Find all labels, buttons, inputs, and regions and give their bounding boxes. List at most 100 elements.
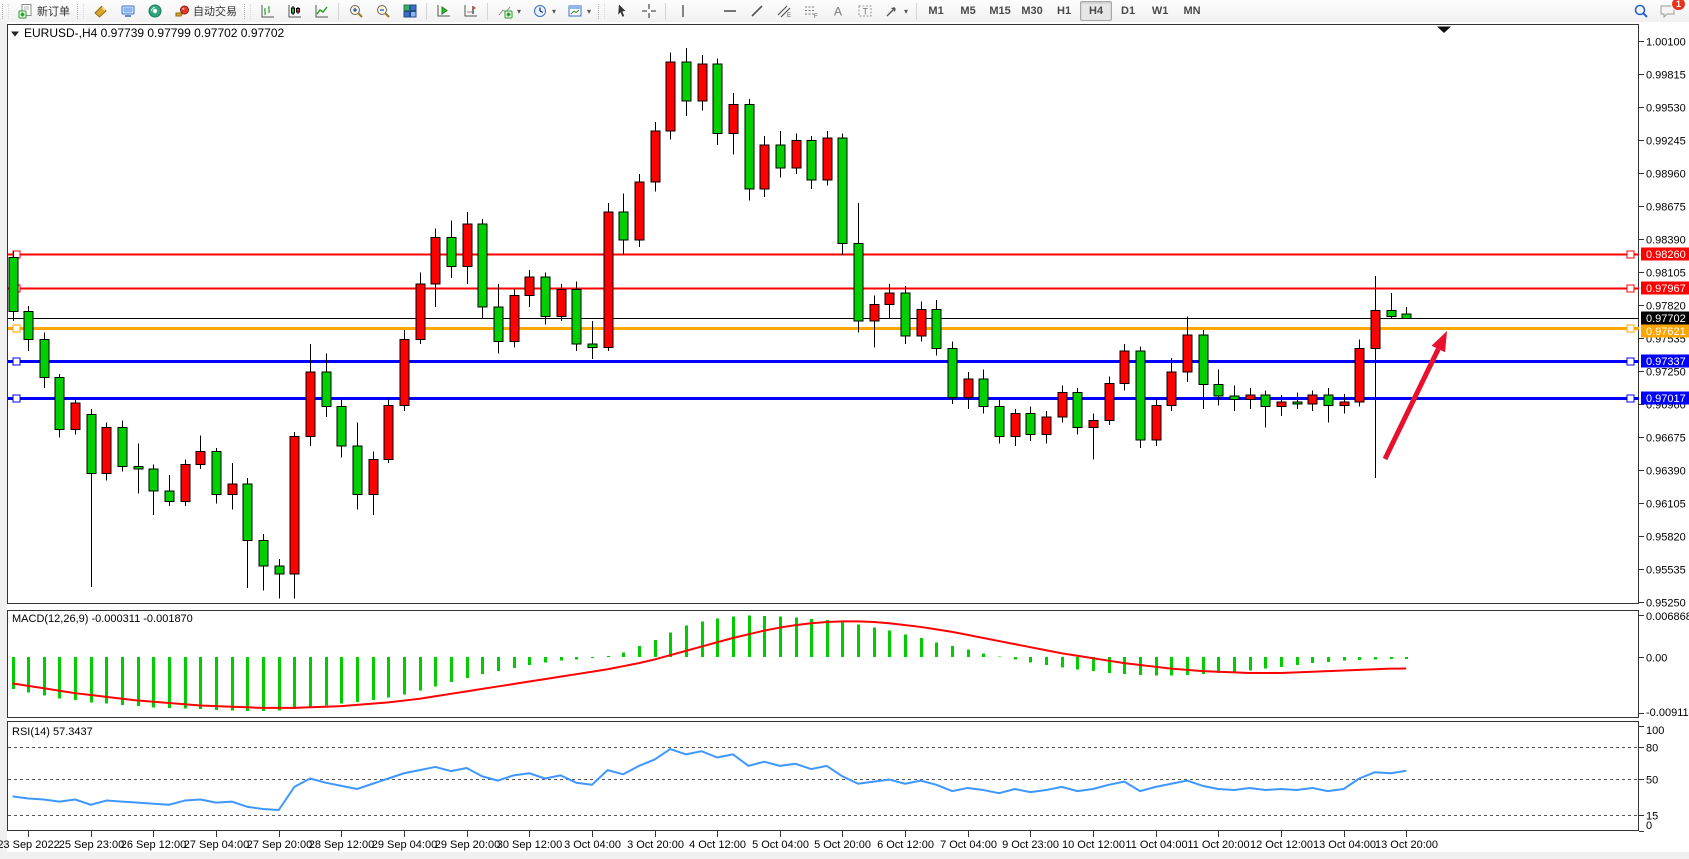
chevron-down-icon: ▾: [904, 6, 909, 16]
candle-bear: [242, 483, 253, 542]
toolbar-grip[interactable]: [77, 3, 84, 19]
channel-button[interactable]: E: [770, 0, 797, 22]
notifications-button[interactable]: 1: [1654, 0, 1686, 22]
templates-button[interactable]: ▾: [561, 0, 596, 22]
new-order-icon: [17, 3, 34, 19]
candle-bull: [1088, 419, 1099, 428]
tf-m15-button[interactable]: M15: [989, 5, 1011, 17]
candle-bear: [258, 540, 269, 567]
chart-shift-button[interactable]: [457, 0, 484, 22]
indicators-icon: [496, 3, 513, 19]
svg-text:0.006868: 0.006868: [1646, 611, 1689, 623]
time-label: 13 Oct 04:00: [1313, 839, 1376, 851]
candle-bear: [336, 406, 347, 447]
tf-d1-button[interactable]: D1: [1121, 5, 1136, 17]
new-order-button[interactable]: 新订单: [12, 0, 75, 22]
candle-bear: [853, 242, 864, 322]
svg-text:0.98960: 0.98960: [1646, 169, 1686, 181]
auto-trading-icon: [173, 3, 190, 19]
line-handle[interactable]: [1626, 394, 1635, 403]
line-handle[interactable]: [12, 324, 21, 333]
annotation-arrow[interactable]: [1382, 331, 1447, 461]
line-handle[interactable]: [12, 394, 21, 403]
tf-mn-button[interactable]: MN: [1183, 5, 1201, 17]
candle-bear: [1401, 313, 1412, 319]
candle-bull: [383, 404, 394, 461]
line-handle[interactable]: [12, 357, 21, 366]
rsi-label: RSI(14) 57.3437: [12, 726, 93, 738]
line-chart-button[interactable]: [308, 0, 335, 22]
periods-button[interactable]: ▾: [526, 0, 561, 22]
arrows-tool-icon: [883, 3, 900, 19]
chart-shift-icon: [462, 3, 479, 19]
candle-bear: [86, 414, 97, 475]
chevron-down-icon: ▾: [552, 6, 557, 16]
time-label: 30 Sep 12:00: [497, 839, 562, 851]
horn-button[interactable]: [87, 0, 114, 22]
candle-bull: [1166, 371, 1177, 406]
candle-bull: [822, 137, 833, 181]
trendline-button[interactable]: [743, 0, 770, 22]
horizontal-line-button[interactable]: [696, 0, 743, 22]
price-tag: 0.97967: [1641, 281, 1689, 295]
webcast-button[interactable]: [141, 0, 168, 22]
time-label: 12 Oct 12:00: [1250, 839, 1313, 851]
arrows-tool-button[interactable]: ▾: [878, 0, 913, 22]
cursor-button[interactable]: [608, 0, 635, 22]
candle-bear: [744, 104, 755, 190]
candle-bull: [1151, 404, 1162, 441]
candle-chart-button[interactable]: [281, 0, 308, 22]
vertical-line-button[interactable]: [669, 0, 696, 22]
zoom-in-icon: [347, 3, 364, 19]
tf-m30-button[interactable]: M30: [1021, 5, 1043, 17]
chart-menu-arrow-icon[interactable]: [11, 31, 19, 37]
line-handle[interactable]: [1626, 324, 1635, 333]
line-handle[interactable]: [1626, 357, 1635, 366]
bar-chart-button[interactable]: [254, 0, 281, 22]
candle-bear: [900, 292, 911, 337]
tile-windows-button[interactable]: [396, 0, 423, 22]
chart-canvas[interactable]: 1.00100 0.99815 0.99530 0.99245 0.98960 0.986…: [0, 22, 1689, 859]
template-icon: [566, 3, 583, 19]
time-label: 27 Sep 04:00: [184, 839, 249, 851]
zoom-in-button[interactable]: [342, 0, 369, 22]
crosshair-button[interactable]: [635, 0, 662, 22]
cursor-icon: [613, 3, 630, 19]
line-handle[interactable]: [1626, 284, 1635, 293]
time-label: 3 Oct 04:00: [564, 839, 621, 851]
fibonacci-icon: F: [802, 3, 819, 19]
tf-h1-button[interactable]: H1: [1057, 5, 1072, 17]
svg-text:0.97702: 0.97702: [1646, 313, 1686, 325]
time-label: 6 Oct 12:00: [877, 839, 934, 851]
label-tool-button[interactable]: T: [851, 0, 878, 22]
tf-m1-button[interactable]: M1: [928, 5, 944, 17]
search-button[interactable]: [1627, 0, 1654, 22]
horizontal-lines[interactable]: [8, 250, 1639, 403]
scroll-end-marker-icon[interactable]: [1437, 26, 1451, 34]
candle-bull: [399, 338, 410, 406]
terminal-button[interactable]: [114, 0, 141, 22]
auto-trading-button[interactable]: 自动交易: [168, 0, 242, 22]
toolbar-grip[interactable]: [244, 3, 251, 19]
indicators-button[interactable]: ▾: [491, 0, 526, 22]
svg-text:A: A: [834, 5, 842, 19]
time-label: 5 Oct 04:00: [752, 839, 809, 851]
toolbar-grip[interactable]: [2, 3, 9, 19]
fibonacci-button[interactable]: F: [797, 0, 824, 22]
candle-bull: [1370, 310, 1381, 350]
channel-icon: E: [775, 3, 792, 19]
candle-bear: [133, 466, 144, 470]
tf-w1-button[interactable]: W1: [1151, 5, 1169, 17]
time-label: 23 Sep 2022: [0, 839, 60, 851]
candle-bull: [1354, 348, 1365, 403]
line-handle[interactable]: [1626, 250, 1635, 259]
zoom-out-button[interactable]: [369, 0, 396, 22]
auto-scroll-button[interactable]: [430, 0, 457, 22]
price-axis[interactable]: 1.00100 0.99815 0.99530 0.99245 0.98960 0.986…: [1639, 37, 1689, 833]
tf-h4-button[interactable]: H4: [1080, 1, 1113, 21]
toolbar-grip[interactable]: [598, 3, 606, 19]
candles: [8, 47, 1412, 599]
text-tool-button[interactable]: A: [824, 0, 851, 22]
tf-m5-button[interactable]: M5: [960, 5, 976, 17]
